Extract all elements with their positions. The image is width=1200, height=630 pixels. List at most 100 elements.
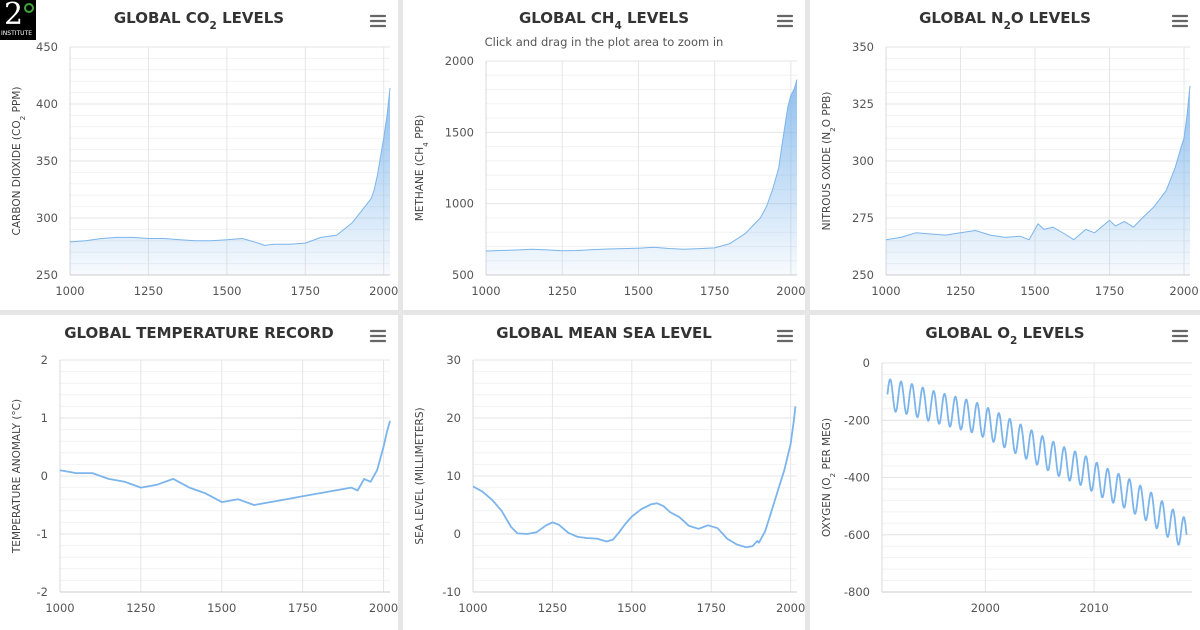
data-point[interactable]	[177, 237, 183, 243]
series-line[interactable]	[472, 406, 797, 549]
data-point[interactable]	[788, 441, 794, 447]
chart-panel-n2o[interactable]: 250 275 300 325 350 1000 1250 1500 1750 2000 GLOBA…	[810, 0, 1200, 310]
data-point[interactable]	[1083, 226, 1089, 232]
data-point[interactable]	[556, 522, 562, 528]
data-point[interactable]	[594, 536, 600, 542]
data-point[interactable]	[355, 488, 361, 494]
data-point[interactable]	[371, 187, 377, 193]
data-point[interactable]	[1130, 224, 1136, 230]
data-point[interactable]	[219, 499, 225, 505]
data-point[interactable]	[788, 92, 794, 98]
data-point[interactable]	[605, 246, 611, 252]
chart-panel-sea-level[interactable]: -10 0 10 20 30 1000 1250 1500 1750 2000 GLOBAL MEA…	[403, 315, 805, 630]
series-line[interactable]	[886, 378, 1188, 546]
data-point[interactable]	[368, 196, 374, 202]
chart-panel-temperature[interactable]: -2 -1 0 1 2 1000 1250 1500 1750 2000 GLOBAL TEMPER…	[0, 315, 398, 630]
data-point[interactable]	[1121, 218, 1127, 224]
data-point[interactable]	[781, 467, 787, 473]
data-point[interactable]	[73, 470, 79, 476]
chart-menu-icon[interactable]	[1170, 327, 1192, 347]
data-point[interactable]	[498, 247, 504, 253]
data-point[interactable]	[638, 506, 644, 512]
data-point[interactable]	[378, 153, 384, 159]
data-point[interactable]	[724, 536, 730, 542]
data-point[interactable]	[483, 248, 489, 254]
data-point[interactable]	[67, 239, 73, 245]
data-point[interactable]	[1102, 480, 1108, 486]
data-point[interactable]	[734, 541, 740, 547]
data-point[interactable]	[235, 496, 241, 502]
data-point[interactable]	[696, 246, 702, 252]
data-point[interactable]	[332, 488, 338, 494]
data-point[interactable]	[1058, 459, 1064, 465]
data-point[interactable]	[782, 124, 788, 130]
data-point[interactable]	[779, 144, 785, 150]
data-point[interactable]	[170, 476, 176, 482]
n2o-chart[interactable]: 250 275 300 325 350 1000 1250 1500 1750 2000 GLOBA…	[810, 0, 1200, 310]
data-point[interactable]	[381, 444, 387, 450]
data-point[interactable]	[1184, 532, 1190, 538]
data-point[interactable]	[884, 391, 890, 397]
data-point[interactable]	[374, 467, 380, 473]
data-point[interactable]	[267, 499, 273, 505]
data-point[interactable]	[620, 246, 626, 252]
data-point[interactable]	[590, 247, 596, 253]
data-point[interactable]	[950, 409, 956, 415]
data-point[interactable]	[122, 479, 128, 485]
data-point[interactable]	[770, 186, 776, 192]
data-point[interactable]	[349, 220, 355, 226]
data-point[interactable]	[928, 231, 934, 237]
data-point[interactable]	[374, 172, 380, 178]
data-point[interactable]	[302, 240, 308, 246]
data-point[interactable]	[362, 204, 368, 210]
data-point[interactable]	[470, 483, 476, 489]
chart-menu-icon[interactable]	[775, 327, 797, 347]
chart-menu-icon[interactable]	[1170, 12, 1192, 32]
data-point[interactable]	[764, 204, 770, 210]
data-point[interactable]	[1035, 221, 1041, 227]
data-point[interactable]	[1139, 215, 1145, 221]
data-point[interactable]	[1172, 165, 1178, 171]
data-point[interactable]	[499, 508, 505, 514]
data-point[interactable]	[705, 522, 711, 528]
data-point[interactable]	[192, 238, 198, 244]
data-point[interactable]	[1107, 217, 1113, 223]
data-point[interactable]	[943, 232, 949, 238]
data-point[interactable]	[529, 246, 535, 252]
data-point[interactable]	[785, 104, 791, 110]
data-point[interactable]	[584, 535, 590, 541]
data-point[interactable]	[794, 77, 800, 83]
data-point[interactable]	[1145, 503, 1151, 509]
data-point[interactable]	[384, 114, 390, 120]
data-point[interactable]	[791, 418, 797, 424]
data-point[interactable]	[361, 476, 367, 482]
data-point[interactable]	[1026, 237, 1032, 243]
data-point[interactable]	[1002, 234, 1008, 240]
data-point[interactable]	[1167, 520, 1173, 526]
data-point[interactable]	[565, 530, 571, 536]
co2-chart[interactable]: 250 300 350 400 450 1000 1250 1500 1750 2000 GLOBA…	[0, 0, 398, 310]
data-point[interactable]	[667, 509, 673, 515]
data-point[interactable]	[208, 238, 214, 244]
data-point[interactable]	[762, 528, 768, 534]
data-point[interactable]	[928, 403, 934, 409]
data-point[interactable]	[715, 525, 721, 531]
chart-panel-o2[interactable]: -800 -600 -400 -200 0 2000 2010 GLOBAL O2 LEVEL…	[810, 315, 1200, 630]
data-point[interactable]	[1187, 83, 1193, 89]
data-point[interactable]	[1163, 188, 1169, 194]
data-point[interactable]	[1092, 230, 1098, 236]
data-point[interactable]	[1037, 447, 1043, 453]
data-point[interactable]	[524, 531, 530, 537]
data-point[interactable]	[1151, 204, 1157, 210]
data-point[interactable]	[318, 234, 324, 240]
data-point[interactable]	[224, 237, 230, 243]
data-point[interactable]	[651, 244, 657, 250]
data-point[interactable]	[610, 537, 616, 543]
data-point[interactable]	[676, 514, 682, 520]
data-point[interactable]	[622, 521, 628, 527]
data-point[interactable]	[898, 234, 904, 240]
data-point[interactable]	[1112, 223, 1118, 229]
data-point[interactable]	[1178, 144, 1184, 150]
data-point[interactable]	[686, 523, 692, 529]
data-point[interactable]	[742, 231, 748, 237]
